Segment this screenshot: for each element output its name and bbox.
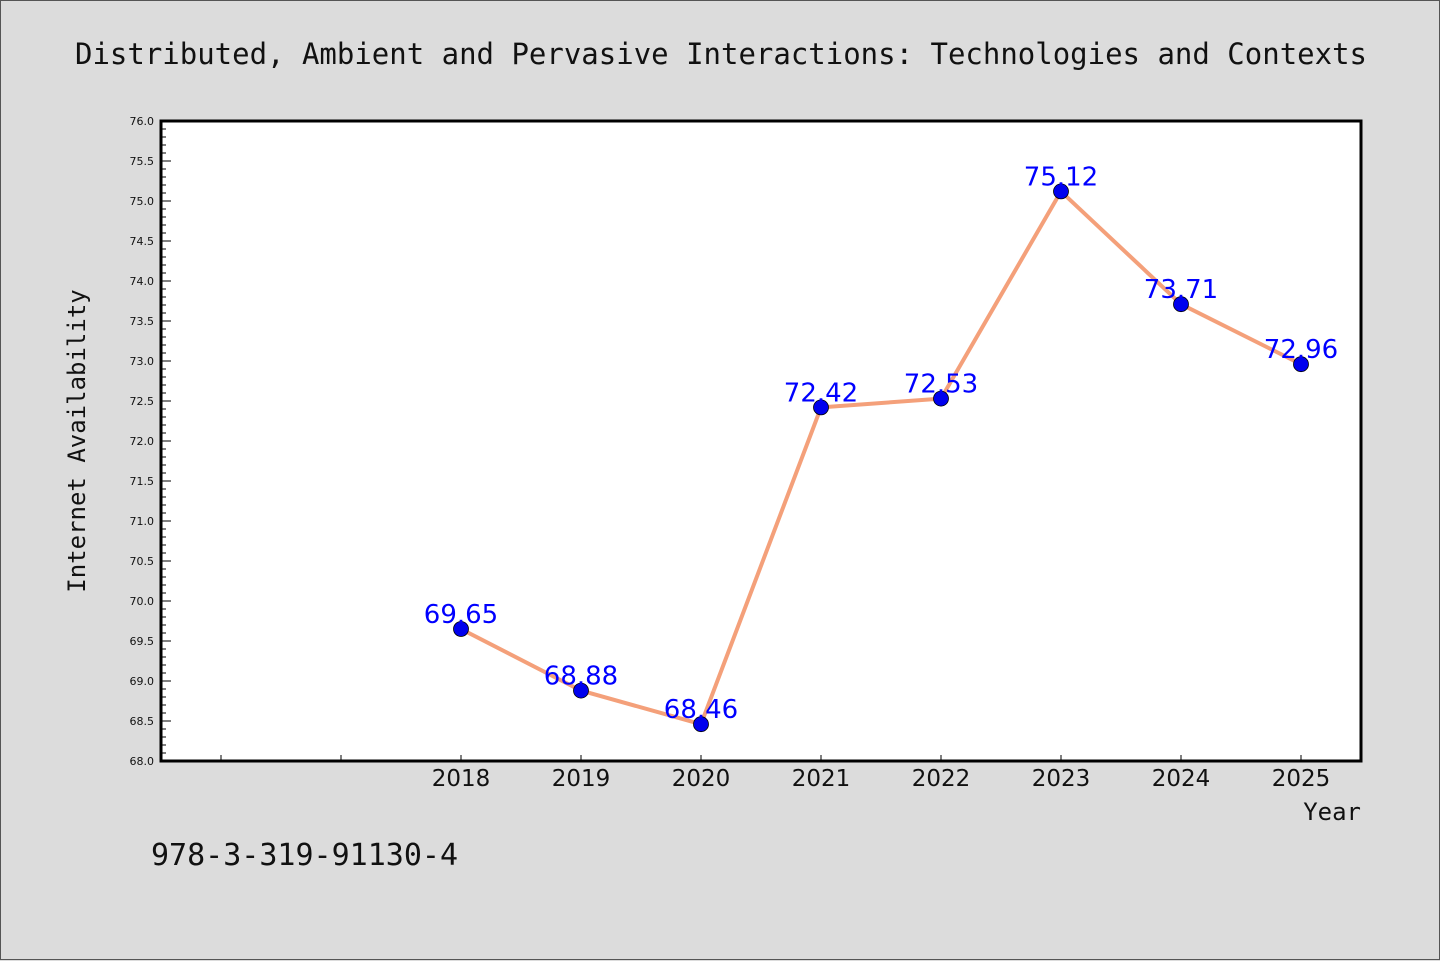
data-label: 69.65 bbox=[424, 600, 498, 630]
y-tick-label: 74.5 bbox=[130, 235, 155, 248]
x-tick-label: 2024 bbox=[1152, 766, 1211, 792]
data-label: 72.53 bbox=[904, 370, 978, 400]
y-tick-label: 70.5 bbox=[130, 555, 155, 568]
series-line bbox=[460, 189, 1302, 727]
x-axis: 2018 2019 2020 2021 2022 2023 2024 2025 bbox=[220, 755, 1331, 792]
chart-title: Distributed, Ambient and Pervasive Inter… bbox=[75, 37, 1367, 71]
y-tick-label: 74.0 bbox=[130, 275, 155, 288]
x-tick-label: 2019 bbox=[552, 766, 611, 792]
data-point bbox=[1293, 356, 1309, 373]
data-label: 75.12 bbox=[1024, 162, 1098, 192]
y-tick-label: 75.0 bbox=[130, 195, 155, 208]
data-label: 73.71 bbox=[1144, 275, 1218, 305]
y-tick-label: 72.5 bbox=[130, 395, 155, 408]
x-tick-label: 2023 bbox=[1032, 766, 1091, 792]
y-tick-label: 71.5 bbox=[130, 475, 155, 488]
x-tick-label: 2021 bbox=[792, 766, 851, 792]
y-tick-label: 72.0 bbox=[130, 435, 155, 448]
x-tick-label: 2020 bbox=[672, 766, 731, 792]
data-point bbox=[1053, 183, 1069, 200]
series-layer: 69.65 68.88 68.46 72.42 72.53 75.12 73.71 72.96 bbox=[424, 162, 1338, 733]
y-tick-label: 73.5 bbox=[130, 315, 155, 328]
y-tick-label: 70.0 bbox=[130, 595, 155, 608]
data-point bbox=[453, 621, 469, 637]
data-label: 68.88 bbox=[544, 662, 618, 692]
isbn-text: 978-3-319-91130-4 bbox=[151, 838, 458, 873]
y-axis: 68.0 68.5 69.0 69.5 70.0 70.5 71.0 71.5 72.0 72.5… bbox=[130, 115, 171, 768]
data-label: 72.42 bbox=[784, 378, 858, 408]
data-point bbox=[813, 399, 829, 416]
plot-area bbox=[159, 119, 1363, 763]
data-label: 72.96 bbox=[1264, 335, 1338, 365]
x-axis-label: Year bbox=[1303, 798, 1361, 826]
data-point bbox=[933, 390, 949, 407]
y-tick-label: 69.5 bbox=[130, 635, 155, 648]
y-tick-label: 73.0 bbox=[130, 355, 155, 368]
y-tick-label: 76.0 bbox=[130, 115, 155, 128]
y-tick-label: 75.5 bbox=[130, 155, 155, 168]
y-tick-label: 68.0 bbox=[130, 755, 155, 768]
x-tick-label: 2025 bbox=[1272, 766, 1331, 792]
x-tick-label: 2018 bbox=[432, 766, 491, 792]
data-point bbox=[1173, 296, 1189, 313]
y-tick-label: 68.5 bbox=[130, 715, 155, 728]
data-point bbox=[693, 716, 709, 733]
y-tick-label: 69.0 bbox=[130, 675, 155, 688]
data-point bbox=[573, 682, 589, 699]
y-axis-label: Internet Availability bbox=[63, 289, 91, 592]
data-label: 68.46 bbox=[664, 695, 738, 725]
y-tick-label: 71.0 bbox=[130, 515, 155, 528]
x-tick-label: 2022 bbox=[912, 766, 971, 792]
